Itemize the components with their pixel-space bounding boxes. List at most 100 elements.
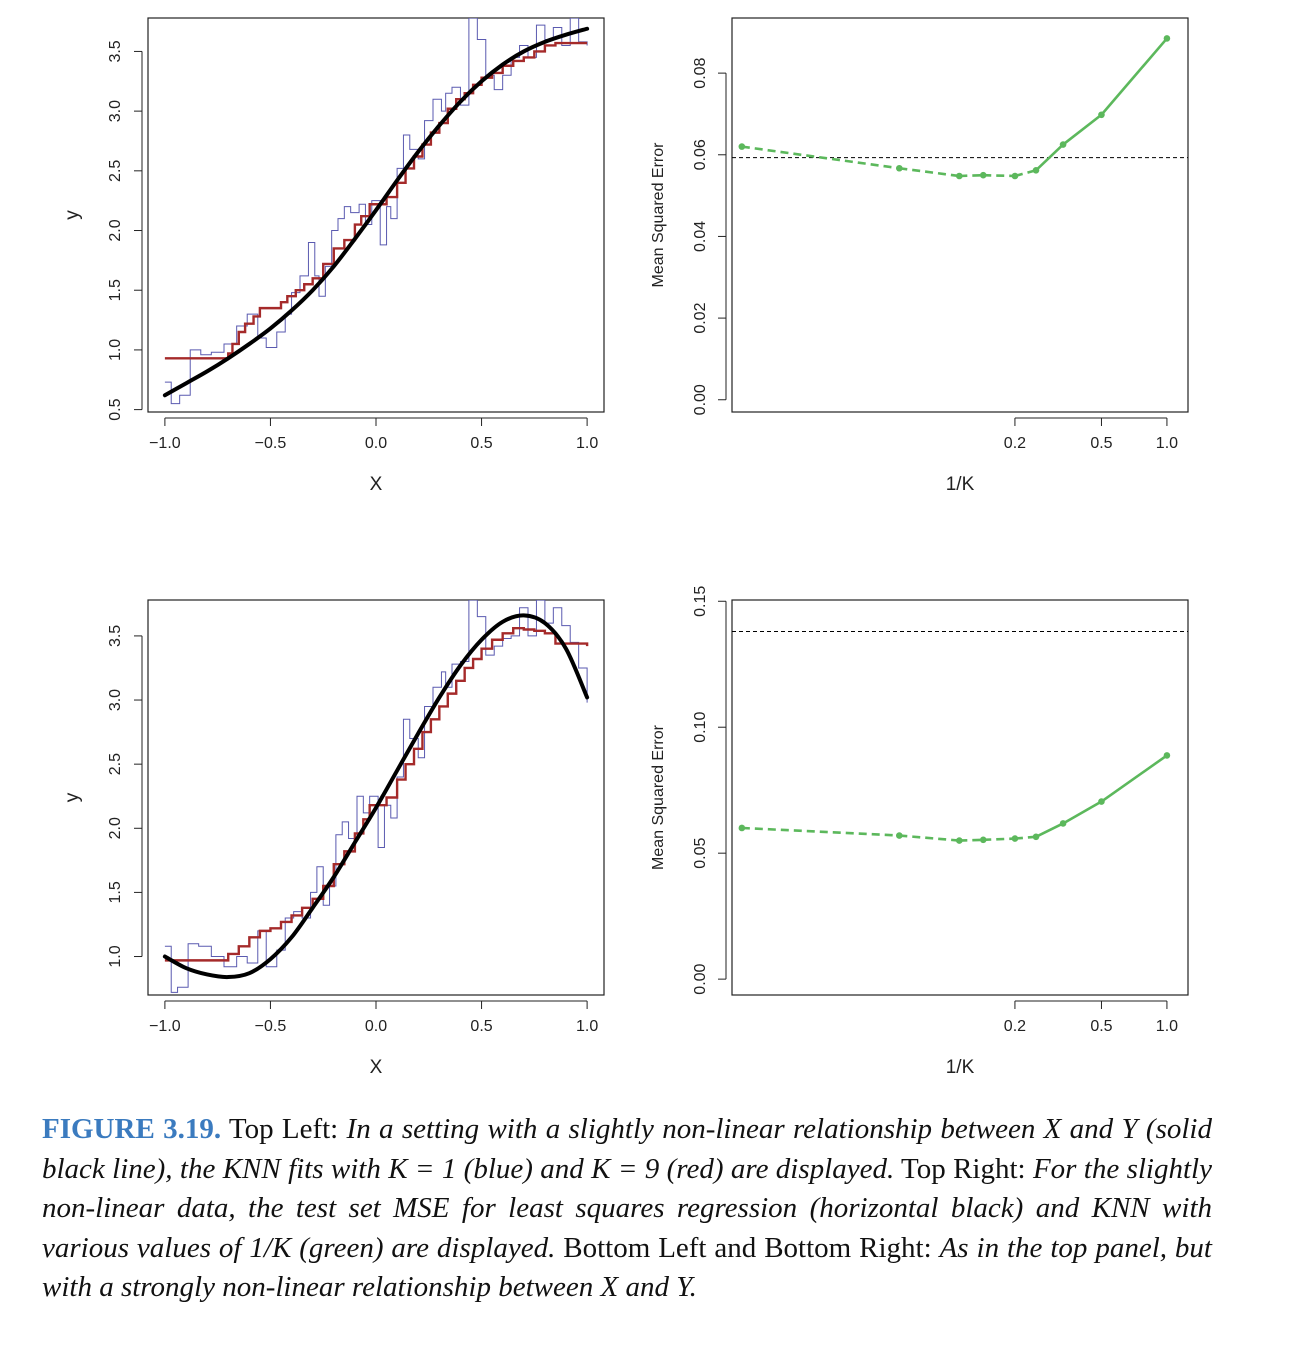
caption-label: FIGURE 3.19.: [42, 1113, 222, 1145]
bottom-left-x-tick-label: 0.0: [365, 1018, 387, 1035]
top-left-x-tick-label: 0.5: [470, 435, 492, 452]
bottom-left-knn-k9-fit: [164, 627, 589, 962]
bottom-left-x-tick-label: −0.5: [255, 1018, 287, 1035]
bottom-right-test-mse-segment: [741, 826, 900, 837]
top-right-test-mse-point: [896, 164, 903, 172]
bottom-right-data: [732, 630, 1188, 844]
bottom-left-y-tick-label: 2.0: [107, 817, 124, 839]
panel-top-left: −1.0 −0.5 0.0 0.5 1.0 X 0.5 1.0 1.5 2.0 2.5 3.0 3.5 y: [62, 17, 605, 495]
bottom-right-x-tick-label: 1.0: [1156, 1018, 1178, 1035]
bottom-right-test-mse-segment: [1035, 822, 1064, 838]
bottom-right-test-mse-segment: [899, 834, 960, 842]
bottom-right-test-mse-point: [738, 824, 746, 832]
top-left-y-tick-label: 1.0: [107, 339, 124, 361]
bottom-right-x-tick-label: 0.2: [1004, 1018, 1026, 1035]
bottom-left-x-tick-label: 0.5: [470, 1018, 492, 1035]
top-right-test-mse-segment: [899, 166, 960, 178]
top-left-plot-frame: [147, 17, 605, 413]
bottom-right-test-mse-point: [979, 836, 987, 844]
top-left-y-tick-label: 3.0: [107, 100, 124, 122]
caption-italic-1: In a setting with a slightly non-linear …: [42, 1113, 1212, 1185]
bottom-right-y-tick-label: 0.10: [692, 712, 709, 743]
caption-segment-3: Bottom Left and Bottom Right:: [555, 1231, 940, 1264]
figure-3-19: −1.0 −0.5 0.0 0.5 1.0 X 0.5 1.0 1.5 2.0 2.5 3.0 3.5 y…: [62, 17, 1189, 1078]
bottom-right-test-mse-segment: [1062, 800, 1103, 825]
panel-bottom-left: −1.0 −0.5 0.0 0.5 1.0 X 1.0 1.5 2.0 2.5 3.0 3.5 y: [62, 599, 605, 1078]
top-right-test-mse-segment: [983, 173, 1015, 178]
bottom-right-test-mse-point: [1098, 798, 1105, 805]
bottom-right-test-mse-point: [1032, 833, 1040, 841]
top-right-x-tick-label: 1.0: [1156, 435, 1178, 452]
top-right-test-mse-segment: [959, 173, 984, 178]
caption-segment-2: Top Right:: [894, 1152, 1033, 1185]
bottom-right-x-axis-label: 1/K: [946, 1057, 975, 1078]
caption-segment-1: Top Left:: [221, 1113, 347, 1145]
bottom-left-y-tick-label: 1.5: [107, 881, 124, 903]
top-right-test-mse-segment: [741, 145, 900, 170]
top-left-y-axis-label: y: [62, 210, 83, 220]
bottom-right-plot-frame: [731, 599, 1189, 996]
bottom-right-y-tick-label: 0.05: [692, 838, 709, 869]
figure-caption: FIGURE 3.19. Top Left: In a setting with…: [42, 1110, 1212, 1308]
top-left-x-tick-label: 0.0: [365, 435, 387, 452]
top-right-data: [732, 35, 1188, 180]
top-right-plot-frame: [731, 17, 1189, 413]
top-right-y-tick-label: 0.08: [692, 57, 709, 88]
bottom-right-test-mse-point: [1011, 835, 1019, 842]
top-right-y-axis-label: Mean Squared Error: [650, 142, 667, 288]
bottom-left-knn-k1-fit: [164, 600, 588, 993]
top-left-x-axis-label: X: [370, 474, 383, 495]
top-left-y-tick-label: 3.5: [107, 40, 124, 62]
top-left-x-tick-label: −1.0: [149, 435, 181, 452]
top-left-x-tick-label: 1.0: [576, 435, 598, 452]
top-left-data: [162, 18, 590, 405]
bottom-right-test-mse-point: [896, 832, 903, 839]
bottom-right-y-tick-label: 0.00: [692, 963, 709, 994]
top-right-y-tick-label: 0.04: [692, 221, 709, 252]
top-left-y-tick-label: 0.5: [107, 398, 124, 420]
top-right-test-mse-point: [979, 171, 987, 179]
top-left-y-tick-label: 1.5: [107, 279, 124, 301]
top-right-test-mse-point: [738, 143, 746, 150]
bottom-left-x-axis-label: X: [370, 1057, 383, 1078]
bottom-right-test-mse-point: [956, 837, 963, 844]
top-right-y-tick-label: 0.00: [692, 384, 709, 415]
bottom-left-y-tick-label: 1.0: [107, 945, 124, 967]
top-right-test-mse-segment: [1100, 37, 1168, 116]
bottom-left-y-tick-label: 3.5: [107, 625, 124, 647]
bottom-left-y-axis-label: y: [62, 792, 83, 802]
bottom-right-test-mse-point: [1059, 820, 1067, 827]
panel-bottom-right: 0.2 0.5 1.0 1/K 0.00 0.05 0.10 0.15 Mean Squared…: [650, 586, 1189, 1078]
top-left-x-tick-label: −0.5: [255, 435, 287, 452]
top-right-test-mse-segment: [1014, 169, 1037, 178]
bottom-left-y-tick-label: 2.5: [107, 753, 124, 775]
top-right-test-mse-point: [956, 172, 963, 180]
top-right-test-mse-segment: [1062, 113, 1103, 146]
top-right-y-tick-label: 0.06: [692, 139, 709, 170]
bottom-right-test-mse-segment: [1100, 754, 1168, 803]
top-right-x-axis-label: 1/K: [946, 474, 975, 495]
top-right-test-mse-point: [1059, 141, 1067, 148]
top-right-y-tick-label: 0.02: [692, 302, 709, 333]
top-left-y-tick-label: 2.5: [107, 160, 124, 182]
top-right-test-mse-point: [1032, 166, 1040, 174]
top-right-test-mse-point: [1098, 111, 1105, 119]
top-left-true-relationship-curve: [162, 26, 590, 398]
bottom-right-test-mse-segment: [983, 837, 1015, 842]
bottom-right-y-axis-label: Mean Squared Error: [650, 724, 667, 870]
top-left-y-tick-label: 2.0: [107, 219, 124, 241]
bottom-left-x-tick-label: −1.0: [149, 1018, 181, 1035]
top-left-knn-k9-fit: [164, 41, 588, 360]
bottom-left-plot-frame: [147, 599, 605, 996]
bottom-right-test-mse-segment: [959, 838, 984, 842]
top-right-x-tick-label: 0.2: [1004, 435, 1026, 452]
bottom-right-x-tick-label: 0.5: [1090, 1018, 1112, 1035]
top-right-x-tick-label: 0.5: [1090, 435, 1112, 452]
bottom-right-y-tick-label: 0.15: [692, 586, 709, 617]
top-right-test-mse-point: [1011, 172, 1019, 180]
panel-top-right: 0.2 0.5 1.0 1/K 0.00 0.02 0.04 0.06 0.08 Mean Squ…: [650, 17, 1189, 495]
top-right-test-mse-point: [1163, 35, 1171, 42]
bottom-right-test-mse-point: [1163, 752, 1171, 759]
bottom-left-x-tick-label: 1.0: [576, 1018, 598, 1035]
bottom-right-test-mse-segment: [1014, 835, 1037, 840]
